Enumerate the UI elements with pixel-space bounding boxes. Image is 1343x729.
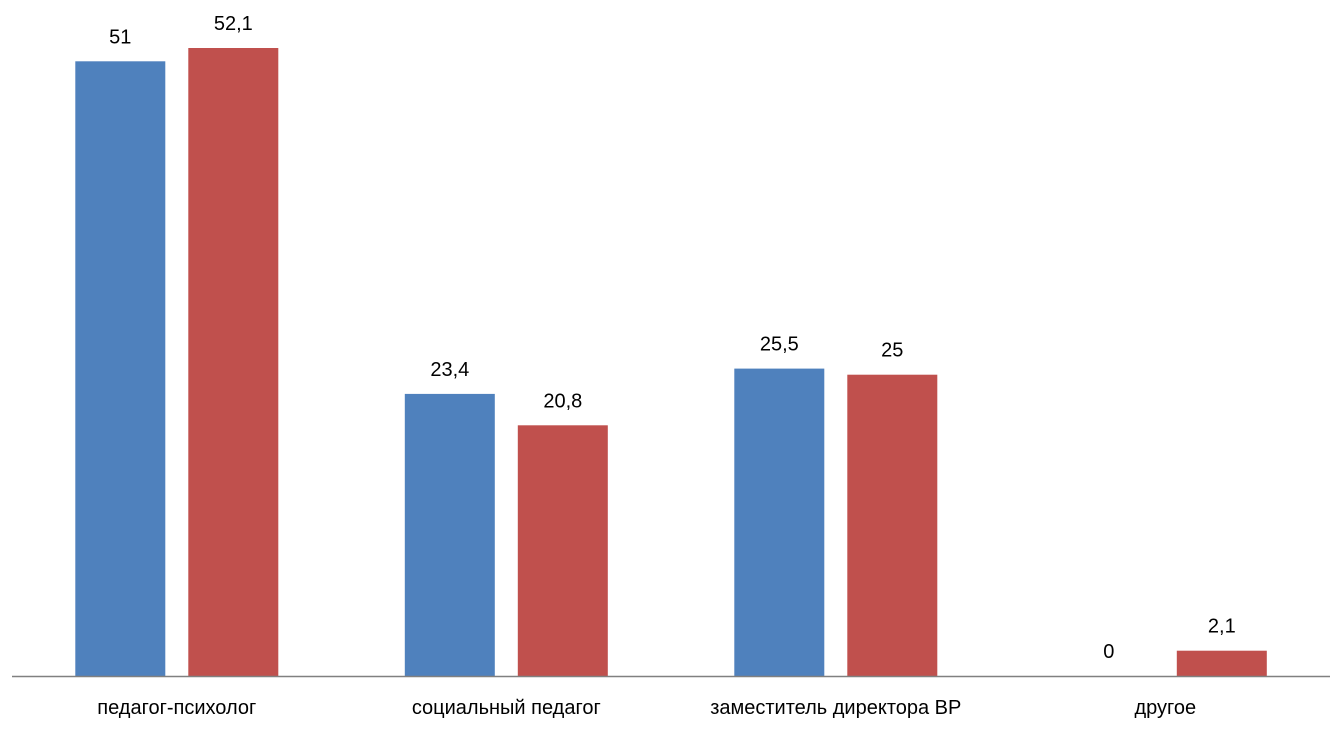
- category-label-1: педагог-психолог: [97, 697, 256, 719]
- category-label-4: другое: [1134, 697, 1196, 719]
- data-label-series-2-category-3: 25: [881, 340, 903, 362]
- data-label-series-1-category-1: 51: [109, 26, 131, 48]
- bar-series-2-category-2: [517, 425, 608, 676]
- bar-series-2-category-1: [188, 48, 279, 676]
- category-label-2: социальный педагог: [412, 697, 601, 719]
- data-label-series-2-category-2: 20,8: [543, 390, 582, 412]
- bar-series-2-category-4: [1176, 650, 1267, 676]
- data-labels-layer: 51 52,1 23,4 20,8 25,5 25 0 2,1: [109, 13, 1236, 663]
- data-label-series-2-category-4: 2,1: [1208, 616, 1236, 638]
- data-label-series-1-category-3: 25,5: [760, 334, 799, 356]
- bars-layer: [75, 48, 1267, 677]
- bar-series-1-category-2: [404, 393, 495, 676]
- bar-series-1-category-1: [75, 61, 166, 677]
- data-label-series-1-category-4: 0: [1103, 641, 1114, 663]
- category-labels-layer: педагог-психолог социальный педагог замест…: [97, 697, 1196, 719]
- bar-series-1-category-3: [734, 368, 825, 676]
- category-label-3: заместитель директора ВР: [710, 697, 961, 719]
- data-label-series-1-category-2: 23,4: [430, 359, 469, 381]
- bar-series-2-category-3: [847, 374, 938, 676]
- data-label-series-2-category-1: 52,1: [214, 13, 253, 35]
